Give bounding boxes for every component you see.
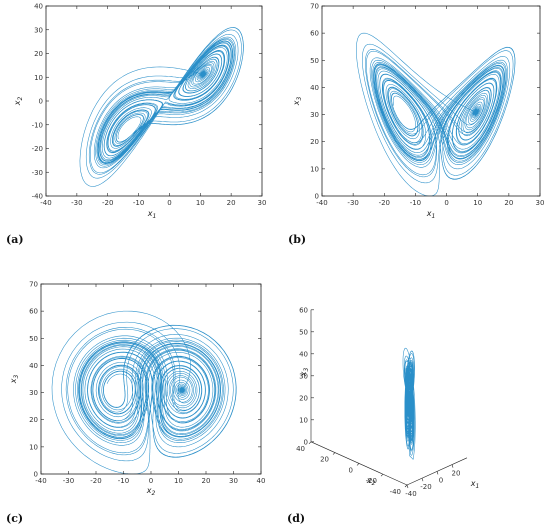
y-tick-label: 10 xyxy=(29,443,38,451)
x3-tick-label: 30 xyxy=(299,372,308,380)
panel-label: (a) xyxy=(6,233,24,246)
x2-tick-mark xyxy=(380,473,384,477)
x1-tick-mark xyxy=(406,484,409,489)
x-tick-label: 0 xyxy=(167,199,171,207)
x3-tick-label: 0 xyxy=(304,438,308,446)
y-tick-label: 20 xyxy=(34,50,43,58)
y-tick-label: 10 xyxy=(34,74,43,82)
trajectory-line xyxy=(356,32,516,196)
x-tick-label: -20 xyxy=(90,477,101,485)
x1-tick-label: 0 xyxy=(439,476,443,484)
x2-tick-mark xyxy=(308,441,312,445)
x2-tick-label: 40 xyxy=(296,445,305,453)
panel-label: (c) xyxy=(6,512,23,525)
x2-tick-label: 0 xyxy=(349,466,353,474)
x-tick-label: -40 xyxy=(35,477,46,485)
x1-tick-label: -20 xyxy=(420,483,431,491)
x2-tick-label: -20 xyxy=(366,477,377,485)
panel-d-3d: -40-20020-40-20020400102030405060x1x2x3(… xyxy=(287,306,479,525)
y-tick-label: 40 xyxy=(34,3,43,11)
x-tick-label: -30 xyxy=(63,477,74,485)
y-tick-label: 50 xyxy=(29,335,38,343)
y-tick-label: -30 xyxy=(32,169,43,177)
y-tick-label: 60 xyxy=(29,308,38,316)
trajectory-line xyxy=(51,310,237,474)
x-axis-label: x2 xyxy=(146,486,156,497)
x-tick-label: -10 xyxy=(118,477,129,485)
y-axis-label: x2 xyxy=(13,97,24,107)
y-axis-label: x3 xyxy=(9,375,20,385)
x-tick-label: 20 xyxy=(227,199,236,207)
x1-tick-label: -40 xyxy=(405,490,416,498)
y-tick-label: 30 xyxy=(34,26,43,34)
x1-axis-label: x1 xyxy=(470,479,480,490)
y-tick-label: 20 xyxy=(29,416,38,424)
y-tick-label: 30 xyxy=(310,111,319,119)
x-axis-label: x1 xyxy=(426,209,436,220)
y-axis-label: x3 xyxy=(292,97,303,107)
x2-tick-label: 20 xyxy=(320,456,329,464)
y-tick-label: 70 xyxy=(29,281,38,289)
x-tick-label: 40 xyxy=(257,477,266,485)
y-tick-label: 0 xyxy=(34,471,38,479)
x-tick-label: -20 xyxy=(102,199,113,207)
x3-tick-label: 40 xyxy=(299,350,308,358)
y-tick-label: 70 xyxy=(310,3,319,11)
x-tick-label: -30 xyxy=(71,199,82,207)
x3-tick-label: 50 xyxy=(299,328,308,336)
x2-tick-mark xyxy=(404,484,408,488)
x-tick-label: -10 xyxy=(410,199,421,207)
x3-tick-label: 20 xyxy=(299,394,308,402)
x-tick-label: 0 xyxy=(149,477,153,485)
y-tick-label: 40 xyxy=(310,84,319,92)
panel-c-x2-x3: -40 -30 -20 -10 0 10 20 30 40 0 10 20 30 40 50 60 70 x2 x3… xyxy=(6,281,265,525)
panel-a-x1-x2: -40 -30 -20 -10 0 10 20 30 -40 -30 -20 -10 0 10 20 30 40… xyxy=(6,3,266,247)
trajectory-line xyxy=(79,27,244,187)
x-tick-label: 10 xyxy=(196,199,205,207)
x1-tick-mark xyxy=(421,478,424,482)
y-tick-label: 30 xyxy=(29,389,38,397)
panel-label: (b) xyxy=(288,233,306,246)
plot-frame xyxy=(40,283,262,475)
x3-axis-label: x3 xyxy=(299,368,310,378)
x-tick-label: 30 xyxy=(229,477,238,485)
panel-b-x1-x3: -40 -30 -20 -10 0 10 20 30 0 10 20 30 40 50 60 70 x1 x3 (b… xyxy=(288,3,544,247)
y-tick-label: 20 xyxy=(310,138,319,146)
x-tick-label: -30 xyxy=(347,199,358,207)
x-tick-label: 30 xyxy=(258,199,267,207)
x-tick-label: 20 xyxy=(202,477,211,485)
x-tick-label: 20 xyxy=(504,199,513,207)
x2-tick-mark xyxy=(332,452,336,455)
trajectory-line xyxy=(402,347,416,460)
x3-tick-label: 60 xyxy=(299,306,308,314)
y-tick-label: -20 xyxy=(32,145,43,153)
panel-label: (d) xyxy=(287,512,305,525)
x2-tick-label: -40 xyxy=(390,488,401,496)
x1-tick-mark xyxy=(451,464,454,468)
x-tick-label: -40 xyxy=(40,199,51,207)
y-tick-label: 60 xyxy=(310,30,319,38)
x-tick-label: -10 xyxy=(133,199,144,207)
y-tick-label: 0 xyxy=(39,98,43,106)
x3-tick-label: 10 xyxy=(299,416,308,424)
y-tick-label: -10 xyxy=(32,121,43,129)
x1-tick-mark xyxy=(436,471,439,475)
x2-axis-label: x2 xyxy=(366,476,376,487)
x-tick-label: 10 xyxy=(174,477,183,485)
y-tick-label: 0 xyxy=(315,193,319,201)
y-tick-label: 50 xyxy=(310,57,319,65)
x-tick-label: 30 xyxy=(536,199,545,207)
plot-frame xyxy=(321,5,541,197)
y-tick-label: 10 xyxy=(310,165,319,173)
x-tick-label: 0 xyxy=(444,199,448,207)
y-tick-label: -40 xyxy=(32,193,43,201)
y-tick-label: 40 xyxy=(29,362,38,370)
x-tick-label: -40 xyxy=(316,199,327,207)
x-tick-label: 10 xyxy=(473,199,482,207)
x1-tick-label: 20 xyxy=(452,470,461,478)
x2-tick-mark xyxy=(356,463,360,466)
x-tick-label: -20 xyxy=(379,199,390,207)
x-axis-label: x1 xyxy=(147,209,157,220)
